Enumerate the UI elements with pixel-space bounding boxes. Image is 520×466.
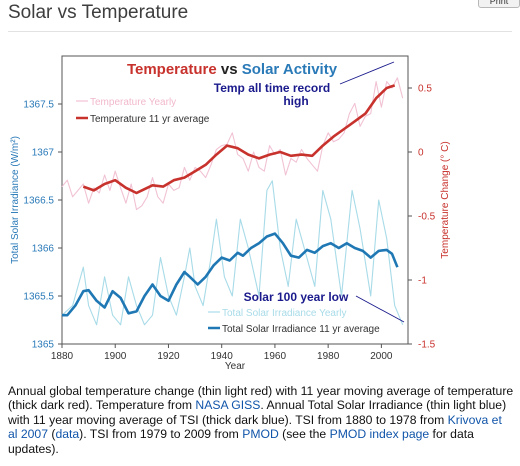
link-pmod[interactable]: PMOD — [242, 427, 279, 442]
annotation-temp-record-line2: high — [283, 94, 308, 108]
caption-text-3: ( — [47, 427, 56, 442]
x-tick-label: 1880 — [51, 351, 74, 362]
series-tsi-11yr-average — [62, 232, 399, 317]
legend-label-temp-avg: Temperature 11 yr average — [90, 114, 210, 125]
title-divider — [8, 31, 512, 32]
chart-image: 1880 1900 1920 1940 1960 1980 2000 1365 1365.5 1… — [0, 36, 470, 380]
left-tick-label: 1367.5 — [23, 100, 54, 111]
x-tick-label: 1900 — [104, 351, 127, 362]
legend-label-temp-yearly: Temperature Yearly — [90, 97, 176, 108]
series-temperature-11yr-average — [82, 84, 396, 195]
chart-title-vs: vs — [217, 61, 242, 78]
annotation-solar-low: Solar 100 year low — [244, 290, 405, 323]
right-axis-label: Temperature Change (° C) — [440, 141, 451, 258]
page-title: Solar vs Temperature — [8, 2, 189, 23]
right-tick-label: -0.5 — [418, 212, 436, 223]
left-tick-label: 1366 — [32, 244, 55, 255]
right-tick-label: 0 — [418, 148, 424, 159]
legend-label-tsi-yearly: Total Solar Irradiance Yearly — [222, 308, 347, 319]
x-axis-label: Year — [225, 361, 246, 372]
link-data[interactable]: data — [55, 427, 80, 442]
legend-label-tsi-avg: Total Solar Irradiance 11 yr average — [222, 324, 380, 335]
left-tick-label: 1365.5 — [23, 292, 54, 303]
caption-text-6: for data updates). — [8, 427, 474, 456]
annotation-temp-record: Temp all time record high — [214, 61, 395, 108]
right-tick-label: 0.5 — [418, 84, 432, 95]
x-tick-label: 1980 — [317, 351, 340, 362]
left-tick-label: 1367 — [32, 148, 55, 159]
caption-text-4: ). TSI from 1979 to 2009 from — [79, 427, 243, 442]
chart-title: Temperature vs Solar Activity — [127, 61, 338, 78]
left-axis: 1365 1365.5 1366 1366.5 1367 1367.5 — [23, 100, 62, 351]
left-tick-label: 1366.5 — [23, 196, 54, 207]
link-nasa-giss[interactable]: NASA GISS — [195, 398, 261, 413]
series-tsi-yearly — [61, 180, 404, 326]
left-tick-label: 1365 — [32, 340, 55, 351]
x-axis: 1880 1900 1920 1940 1960 1980 2000 — [51, 344, 393, 362]
x-tick-label: 2000 — [370, 351, 393, 362]
caption-text-2: . Annual Total Solar Irradiance (thin li… — [8, 398, 507, 427]
legend-temperature: Temperature Yearly Temperature 11 yr ave… — [76, 97, 210, 125]
x-tick-label: 1960 — [264, 351, 287, 362]
annotation-solar-arrow — [355, 295, 405, 323]
right-axis: -1.5 -1 -0.5 0 0.5 — [408, 84, 436, 351]
caption-text-5: (see the — [278, 427, 330, 442]
x-tick-label: 1920 — [157, 351, 180, 362]
chart-caption: Annual global temperature change (thin l… — [8, 384, 514, 456]
annotation-solar-low-text: Solar 100 year low — [244, 290, 349, 304]
right-tick-label: -1.5 — [418, 340, 436, 351]
chart: 1880 1900 1920 1940 1960 1980 2000 13651365.51… — [10, 55, 451, 372]
left-axis-label: Total Solar Irradiance (W/m²) — [10, 136, 21, 264]
annotation-temp-record-line1: Temp all time record — [214, 81, 330, 95]
print-button[interactable]: Print — [478, 0, 520, 8]
link-krivova[interactable]: Krivova et al 2007 — [8, 412, 502, 442]
link-pmod-index[interactable]: PMOD index page — [329, 427, 430, 442]
chart-title-temperature: Temperature — [127, 61, 217, 78]
right-tick-label: -1 — [418, 276, 427, 287]
caption-text-1: Annual global temperature change (thin l… — [8, 384, 514, 413]
x-tick-label: 1940 — [211, 351, 234, 362]
series-layer — [61, 77, 404, 326]
legend-solar: Total Solar Irradiance Yearly Total Sola… — [208, 308, 380, 335]
annotation-temp-arrow — [339, 61, 395, 85]
chart-title-solar: Solar Activity — [242, 61, 338, 78]
